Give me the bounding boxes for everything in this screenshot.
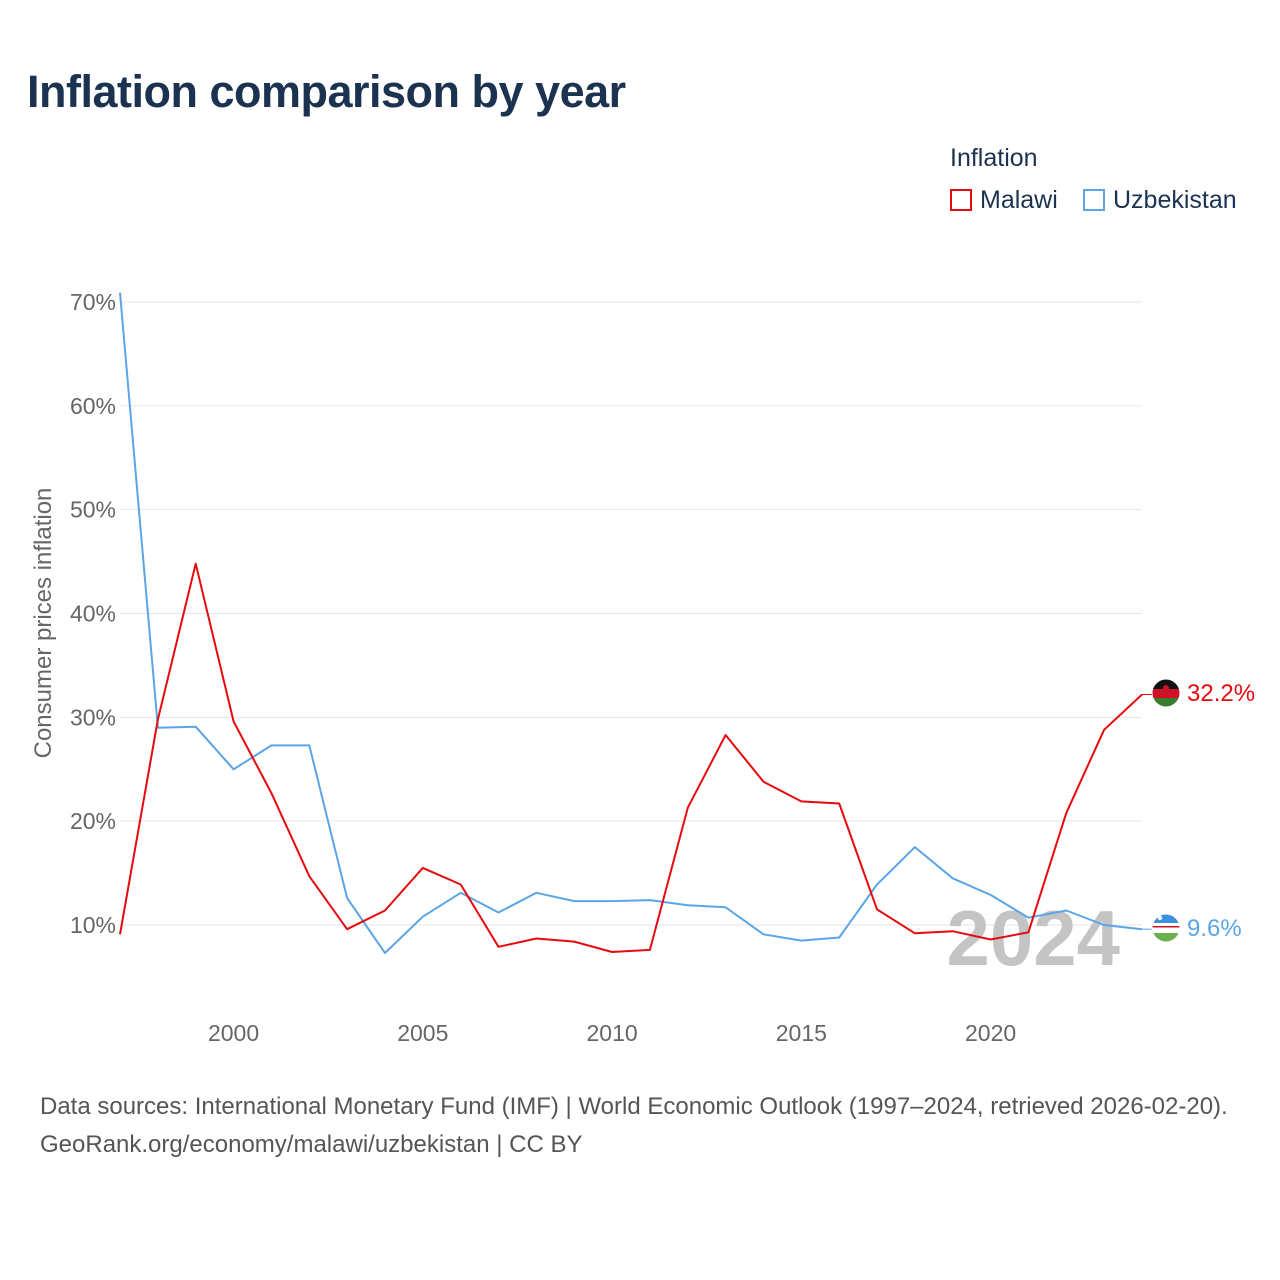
data-sources-text: Data sources: International Monetary Fun… [40,1093,1228,1120]
axis-labels: 10% 20% 30% 40% 50% 60% 70% 2000 2005 2010 2015 202… [70,289,1016,1046]
y-tick-label: 30% [70,704,116,730]
legend-swatch-uzbekistan [1083,189,1105,211]
x-tick-label: 2000 [208,1020,259,1046]
uzbekistan-flag-icon [1151,913,1181,943]
legend-title: Inflation [950,144,1038,172]
malawi-flag-icon [1151,678,1181,708]
legend-item-malawi[interactable]: Malawi [950,186,1058,214]
series-line-uzbekistan[interactable] [119,292,1143,954]
x-tick-label: 2020 [965,1020,1016,1046]
legend-swatch-malawi [950,189,972,211]
line-chart: 2024 10% 20% 30% 40% 50% 60% 70% 2000 2005 2010 20… [30,289,1255,1046]
y-axis-label: Consumer prices inflation [30,488,57,759]
year-watermark: 2024 [946,894,1120,982]
end-markers: 32.2% 9.6% [1151,678,1255,943]
legend-item-uzbekistan[interactable]: Uzbekistan [1083,186,1237,214]
legend-label-malawi: Malawi [980,185,1058,214]
end-label-uzbekistan: 9.6% [1187,915,1242,942]
x-tick-label: 2010 [586,1020,637,1046]
y-tick-label: 20% [70,808,116,834]
credit-link[interactable]: GeoRank.org/economy/malawi/uzbekistan | … [40,1131,583,1158]
series-lines [119,292,1152,954]
chart-title: Inflation comparison by year [27,66,626,117]
y-tick-label: 60% [70,393,116,419]
y-tick-label: 70% [70,289,116,315]
footer: Data sources: International Monetary Fun… [40,1088,1250,1164]
end-label-malawi: 32.2% [1187,680,1255,707]
y-tick-label: 40% [70,601,116,627]
series-line-malawi[interactable] [119,562,1143,953]
x-tick-label: 2005 [397,1020,448,1046]
grid-lines [120,301,1142,926]
y-tick-label: 50% [70,497,116,523]
y-tick-label: 10% [70,912,116,938]
x-tick-label: 2015 [776,1020,827,1046]
legend-label-uzbekistan: Uzbekistan [1113,185,1237,214]
